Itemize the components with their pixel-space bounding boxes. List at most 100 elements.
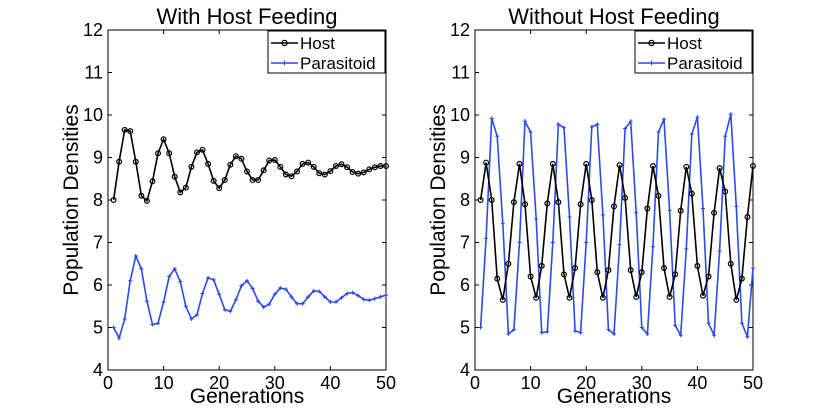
data-point: [634, 210, 639, 215]
x-tick-label: 20: [576, 373, 596, 393]
data-point: [278, 285, 283, 290]
data-point: [144, 299, 149, 304]
data-point: [516, 160, 523, 167]
data-point: [199, 146, 206, 153]
data-point: [556, 122, 561, 127]
data-point: [555, 199, 562, 206]
data-point: [688, 190, 695, 197]
legend-label: Parasitoid: [667, 54, 743, 73]
data-point: [667, 208, 672, 213]
data-point: [128, 278, 133, 283]
data-point: [161, 300, 166, 304]
data-point: [699, 292, 706, 299]
data-point: [371, 164, 378, 171]
data-point: [172, 266, 177, 271]
data-point: [639, 325, 644, 330]
data-point: [171, 173, 178, 180]
data-point: [706, 321, 711, 326]
y-axis-label: Population Densities: [60, 104, 83, 295]
data-point: [356, 293, 361, 298]
data-point: [705, 273, 712, 280]
data-point: [544, 200, 551, 207]
legend-label: Parasitoid: [300, 54, 376, 73]
data-point: [121, 126, 128, 133]
data-point: [110, 197, 117, 204]
data-point: [573, 328, 578, 333]
data-point: [217, 292, 222, 297]
data-point: [684, 246, 689, 251]
x-tick-label: 50: [376, 373, 396, 393]
data-point: [599, 294, 606, 301]
data-point: [271, 157, 278, 164]
data-point: [138, 192, 145, 199]
chart-2: 0 10 20 30 40 50 4 5 6 7 8 9 10 11 12 Without Host Feed…: [427, 4, 763, 408]
x-axis-label: Generations: [190, 385, 304, 408]
data-point: [600, 212, 605, 217]
legend-marker: [282, 60, 287, 66]
data-point: [200, 291, 205, 296]
data-point: [316, 170, 323, 177]
x-tick-label: 20: [209, 373, 229, 393]
data-point: [612, 331, 616, 336]
y-axis-label: Population Densities: [427, 104, 450, 295]
data-point: [360, 169, 367, 176]
data-point: [627, 267, 634, 274]
data-point: [617, 242, 622, 247]
data-point: [495, 134, 500, 139]
series-line-host: [479, 162, 754, 301]
data-point: [305, 159, 312, 166]
data-point: [384, 293, 388, 298]
series-host: [477, 159, 756, 303]
data-point: [155, 150, 162, 157]
y-tick-label: 7: [460, 233, 470, 253]
data-point: [132, 158, 139, 165]
data-point: [711, 209, 718, 216]
data-point: [751, 266, 755, 270]
data-point: [333, 300, 338, 304]
data-point: [478, 325, 483, 330]
data-point: [372, 296, 377, 301]
data-point: [193, 149, 200, 156]
y-tick-label: 10: [83, 105, 103, 125]
data-point: [160, 136, 167, 143]
y-tick-label: 6: [93, 275, 103, 295]
y-tick-label: 8: [93, 190, 103, 210]
chart-title: With Host Feeding: [157, 4, 338, 29]
data-point: [189, 317, 194, 321]
data-point: [655, 192, 662, 199]
data-point: [649, 163, 656, 170]
data-point: [717, 249, 722, 253]
data-point: [494, 275, 501, 282]
data-point: [361, 297, 366, 302]
x-tick-label: 50: [743, 373, 763, 393]
y-tick-label: 12: [83, 20, 103, 40]
data-point: [338, 161, 345, 168]
data-point: [662, 117, 667, 122]
data-point: [722, 188, 729, 195]
data-point: [749, 163, 756, 170]
data-point: [661, 265, 668, 272]
y-tick-label: 4: [93, 360, 103, 380]
data-point: [733, 296, 740, 303]
series-host: [110, 126, 390, 204]
data-point: [300, 301, 305, 306]
data-point: [378, 294, 383, 299]
data-point: [150, 322, 155, 327]
data-point: [533, 294, 540, 301]
data-point: [111, 325, 116, 330]
x-tick-label: 0: [470, 373, 480, 393]
data-point: [577, 201, 584, 208]
data-point: [156, 321, 161, 326]
y-tick-label: 11: [84, 63, 103, 83]
data-point: [266, 157, 273, 164]
data-point: [545, 329, 550, 334]
plot-frame: [474, 29, 754, 371]
data-point: [177, 189, 184, 196]
data-point: [678, 333, 683, 338]
y-tick-label: 5: [93, 318, 103, 338]
data-point: [584, 240, 589, 245]
data-point: [178, 279, 183, 284]
data-point: [127, 128, 134, 135]
data-point: [366, 166, 373, 173]
